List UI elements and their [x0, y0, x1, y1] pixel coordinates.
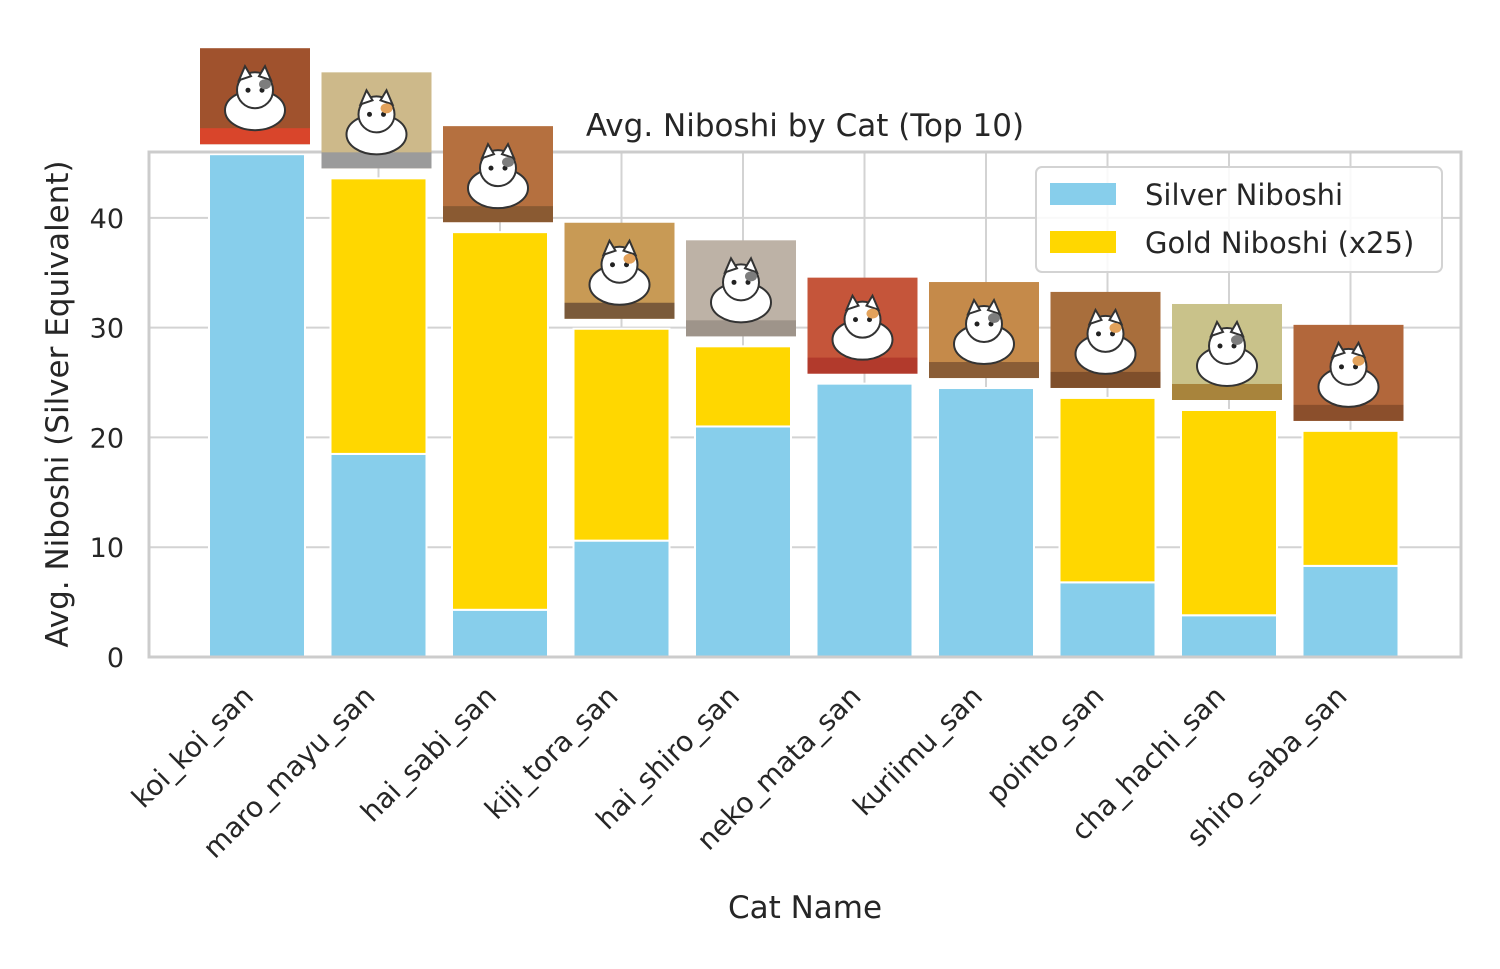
x-axis-title: Cat Name [728, 890, 882, 926]
silver-bar [572, 539, 671, 658]
silver-bar [694, 425, 792, 658]
cat-ear-shape [358, 88, 374, 107]
floor-mackerel-cat-icon [1293, 324, 1404, 421]
cat-eye-shape [367, 111, 372, 117]
gold-bar [694, 345, 792, 428]
cat-patch-shape [988, 313, 1000, 324]
gold-bar [1301, 429, 1400, 567]
cat-ear-shape [237, 64, 253, 82]
silver-bar [937, 387, 1035, 658]
cushion-white-cat-icon [807, 277, 918, 374]
y-tick-label: 10 [90, 533, 124, 564]
cat-picture-floor [200, 128, 310, 145]
cat-ear-shape [1209, 319, 1225, 338]
gold-bar [1180, 408, 1278, 617]
cat-ear-shape [743, 256, 759, 274]
cat-eye-shape [1217, 343, 1223, 349]
cat-ear-shape [1330, 340, 1346, 359]
cat-picture-floor [686, 320, 796, 337]
cat-ear-shape [966, 297, 982, 316]
gold-bar [329, 177, 428, 455]
cat-patch-shape [259, 79, 271, 90]
cat-eye-shape [731, 279, 737, 285]
cat-picture-floor [443, 206, 553, 223]
cat-ear-shape [1108, 307, 1124, 326]
y-tick-label: 20 [90, 423, 124, 454]
cat-ear-shape [1229, 319, 1245, 338]
cat-ear-shape [844, 293, 860, 312]
cat-patch-shape [623, 253, 636, 264]
cat-patch-shape [1109, 322, 1122, 333]
x-tick-label: koi_koi_san [125, 680, 260, 815]
silver-bar [1301, 564, 1400, 658]
legend-swatch [1050, 183, 1116, 205]
silver-bar [1180, 614, 1278, 658]
cat-eye-shape [1096, 331, 1101, 337]
y-axis-title: Avg. Niboshi (Silver Equivalent) [40, 160, 76, 647]
cat-patch-shape [1231, 334, 1243, 345]
y-tick-label: 0 [107, 643, 124, 674]
cat-picture-floor [929, 362, 1039, 379]
x-tick-label: kuriimu_san [846, 680, 989, 823]
cat-ear-shape [379, 88, 395, 107]
noble-tuxedo-cat-icon [321, 72, 432, 169]
ball-playing-cat-icon [686, 240, 796, 337]
cat-picture-floor [1050, 371, 1161, 388]
cat-ear-shape [1351, 340, 1367, 359]
cat-eye-shape [853, 317, 858, 323]
bowl-tabby-cat-icon [564, 222, 675, 319]
cat-ear-shape [622, 238, 638, 257]
plot-frame [147, 150, 1463, 659]
cat-picture-floor [807, 357, 918, 374]
cat-ear-shape [986, 297, 1002, 316]
brown-patch-cat-icon [1172, 303, 1282, 400]
chart-title: Avg. Niboshi by Cat (Top 10) [586, 108, 1024, 144]
legend: Silver Niboshi Gold Niboshi (x25) [1035, 166, 1443, 273]
cat-picture-floor [1293, 404, 1404, 421]
cat-eye-shape [245, 87, 251, 93]
cat-picture-floor [1172, 383, 1282, 400]
cat-patch-shape [1352, 355, 1365, 366]
silver-bar [1058, 581, 1157, 659]
cat-patch-shape [866, 308, 879, 319]
cat-picture-floor [321, 152, 432, 169]
legend-label: Silver Niboshi [1145, 178, 1343, 212]
silver-bar [815, 382, 914, 658]
cat-ear-shape [1087, 307, 1103, 326]
cat-ear-shape [500, 141, 516, 160]
cat-picture-floor [564, 302, 675, 319]
cat-ear-shape [480, 141, 496, 160]
x-tick-label: pointo_san [980, 680, 1111, 811]
cat-eye-shape [974, 321, 980, 327]
legend-label: Gold Niboshi (x25) [1145, 226, 1414, 260]
cat-patch-shape [745, 271, 757, 282]
cat-ear-shape [601, 238, 617, 257]
gold-bar [451, 231, 549, 611]
silver-bar [208, 153, 306, 658]
silver-bar [329, 452, 428, 658]
silver-bar [451, 608, 549, 658]
legend-swatch [1050, 231, 1116, 253]
scratch-post-tortoiseshell-cat-icon [443, 126, 553, 223]
cat-eye-shape [610, 262, 615, 268]
y-tick-label: 40 [90, 204, 124, 235]
gold-bar [1058, 396, 1157, 584]
cat-ear-shape [723, 256, 739, 274]
legend-box [1035, 166, 1443, 273]
floor-pointo-cat-icon [1050, 291, 1161, 388]
cat-patch-shape [380, 103, 393, 114]
cat-eye-shape [488, 165, 494, 171]
gold-bar [572, 327, 671, 542]
maneki-calico-cat-icon [200, 48, 310, 145]
cat-ear-shape [257, 64, 273, 82]
yarn-cream-cat-icon [929, 282, 1039, 379]
cat-ear-shape [865, 293, 881, 312]
cat-patch-shape [502, 157, 514, 168]
cat-eye-shape [1339, 364, 1344, 370]
y-tick-label: 30 [90, 314, 124, 345]
